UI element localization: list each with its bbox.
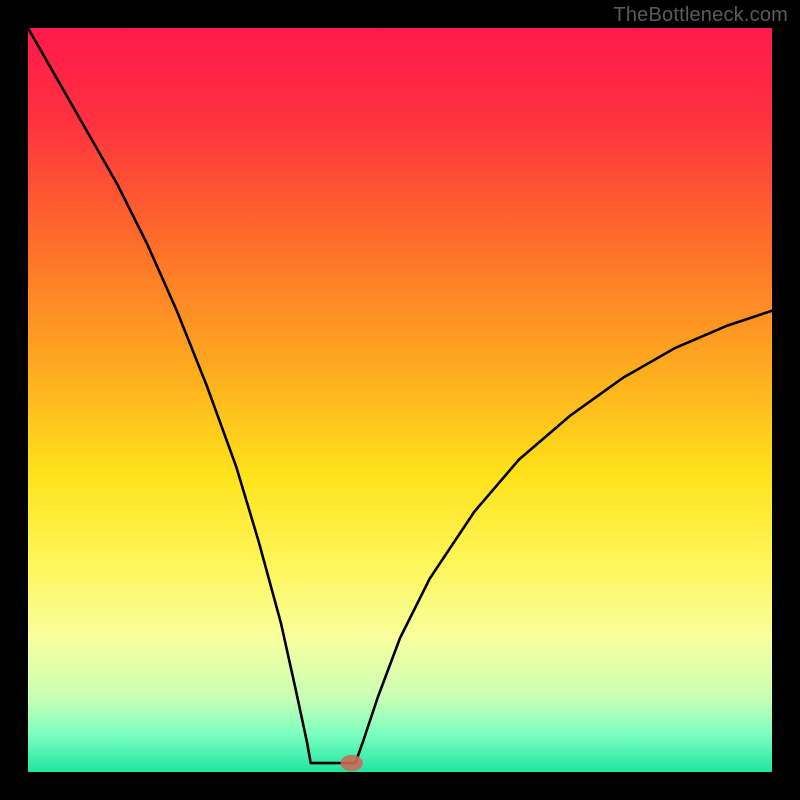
chart-svg bbox=[28, 28, 772, 772]
chart-frame: TheBottleneck.com bbox=[0, 0, 800, 800]
bottleneck-chart bbox=[28, 28, 772, 772]
gradient-background bbox=[28, 28, 772, 772]
watermark-text: TheBottleneck.com bbox=[613, 4, 788, 27]
optimum-marker bbox=[340, 755, 362, 771]
